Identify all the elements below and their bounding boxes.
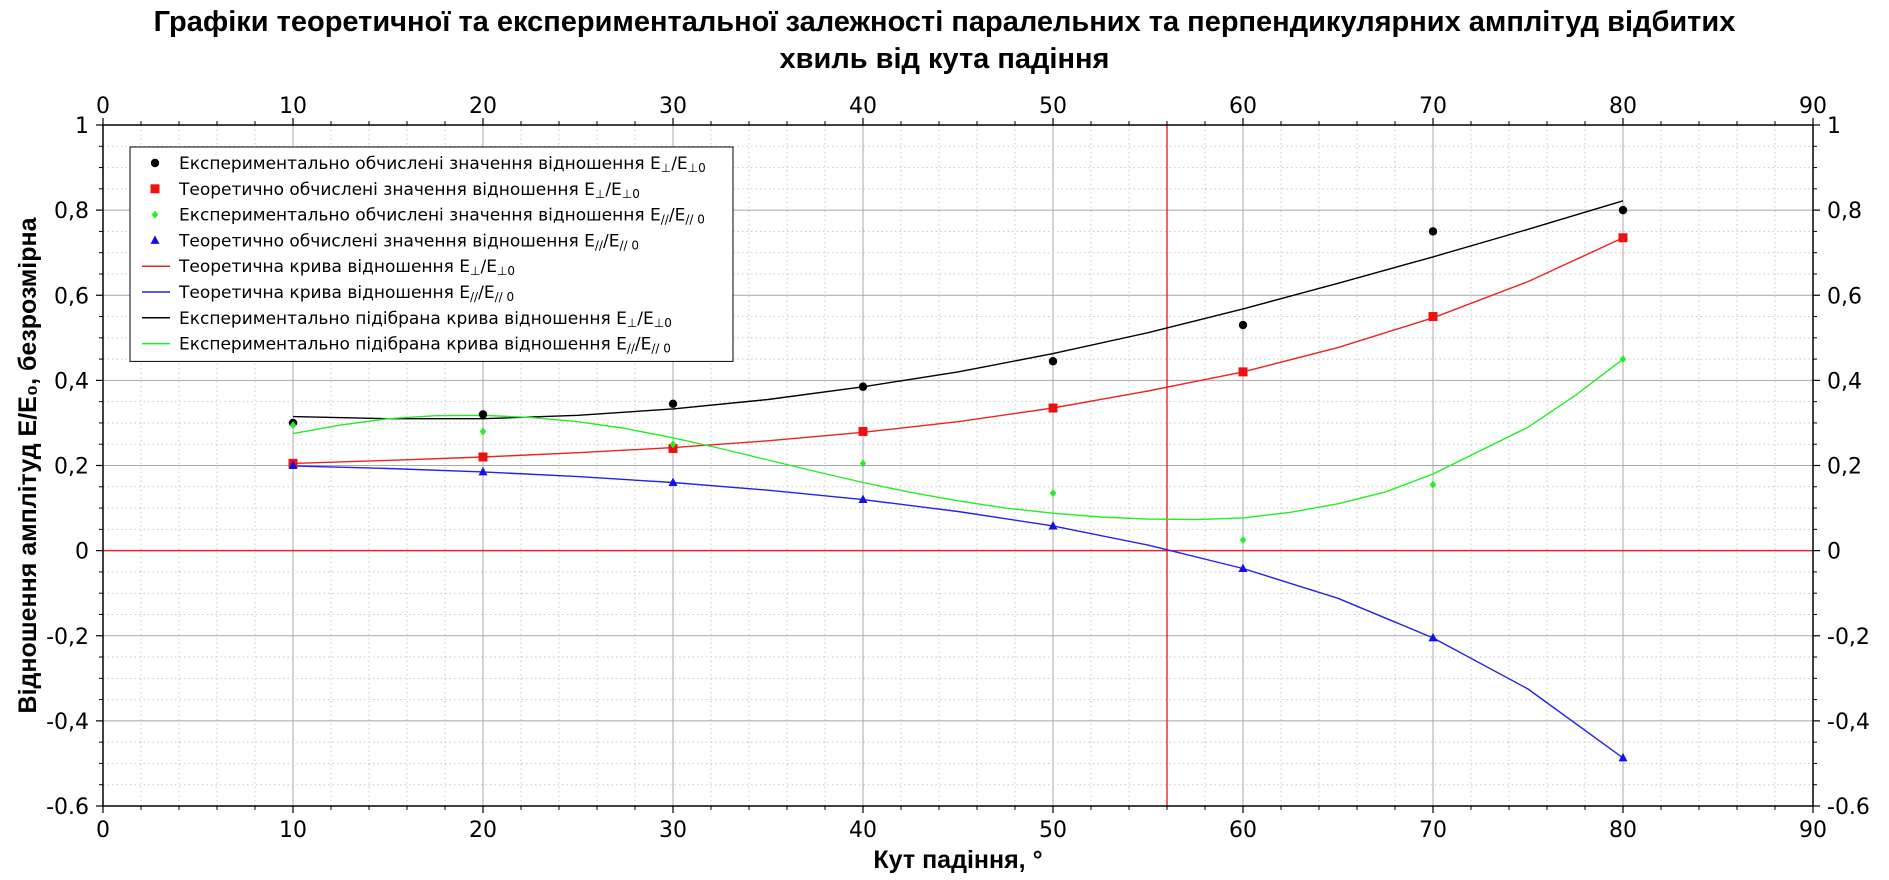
x-tick-label-top: 50: [1039, 94, 1067, 119]
x-tick-label: 80: [1609, 818, 1637, 843]
data-point-circle: [668, 399, 678, 408]
data-point-square: [668, 443, 678, 453]
data-point-circle: [1428, 227, 1438, 236]
y-tick-label-right: 0: [1827, 540, 1841, 565]
legend-label: Теоретична крива відношення E⊥/E⊥0: [178, 257, 515, 278]
x-tick-label-top: 30: [659, 94, 687, 119]
data-point-square: [1048, 403, 1058, 413]
x-tick-label: 60: [1229, 818, 1257, 843]
data-point-diamond: [1619, 355, 1627, 364]
legend-label: Експериментально підібрана крива відноше…: [179, 335, 671, 356]
legend-label: Експериментально підібрана крива відноше…: [179, 309, 672, 330]
y-tick-label-right: 0,6: [1827, 284, 1862, 309]
data-point-square: [478, 452, 488, 462]
y-tick-label: 0,8: [54, 199, 89, 224]
y-tick-label-right: -0.6: [1827, 795, 1870, 820]
data-point-diamond: [669, 440, 677, 449]
legend-label: Теоретична крива відношення E///E// 0: [178, 283, 514, 304]
y-tick-label-right: 0,2: [1827, 455, 1862, 480]
x-tick-label: 10: [279, 818, 307, 843]
data-point-triangle: [858, 494, 868, 504]
legend-label: Теоретично обчислені значення відношення…: [178, 180, 640, 201]
x-tick-label: 0: [96, 818, 110, 843]
grid: [102, 124, 1814, 807]
y-tick-label: -0.6: [46, 795, 89, 820]
data-point-triangle: [1048, 520, 1058, 530]
x-tick-label-top: 70: [1419, 94, 1447, 119]
x-tick-label: 30: [659, 818, 687, 843]
x-tick-label-top: 80: [1609, 94, 1637, 119]
y-tick-label: -0,4: [46, 710, 89, 735]
legend-box: [129, 146, 734, 362]
series-layer: [288, 200, 1628, 762]
data-point-circle: [1618, 205, 1628, 215]
x-tick-label: 70: [1419, 818, 1447, 843]
y-tick-label-right: -0,2: [1827, 625, 1870, 650]
legend-label: Експериментально обчислені значення відн…: [179, 154, 706, 175]
x-tick-label-top: 90: [1799, 94, 1827, 119]
legend-label: Експериментально обчислені значення відн…: [179, 206, 705, 227]
x-tick-label: 50: [1039, 818, 1067, 843]
data-point-triangle: [1238, 563, 1248, 573]
x-tick-label-top: 20: [469, 94, 497, 119]
reference-lines: [103, 125, 1813, 806]
y-tick-label: 0,2: [54, 455, 89, 480]
data-point-diamond: [479, 427, 487, 436]
legend-marker-circle: [150, 158, 160, 168]
y-tick-label: -0,2: [46, 625, 89, 650]
chart-title: Графіки теоретичної та експериментальної…: [0, 4, 1889, 78]
data-point-diamond: [1429, 480, 1437, 489]
y-tick-label: 0,6: [54, 284, 89, 309]
axes: 00101020203030404050506060707080809090-0…: [46, 94, 1870, 843]
data-point-circle: [858, 382, 868, 391]
legend: Експериментально обчислені значення відн…: [129, 146, 734, 362]
x-tick-label-top: 0: [96, 94, 110, 119]
data-point-triangle: [478, 466, 488, 476]
data-point-square: [1618, 233, 1628, 243]
legend-marker-triangle: [150, 235, 160, 244]
x-tick-label: 90: [1799, 818, 1827, 843]
x-tick-label: 20: [469, 818, 497, 843]
data-point-square: [1238, 367, 1248, 377]
series-line-1: [292, 237, 1624, 465]
x-tick-label-top: 40: [849, 94, 877, 119]
y-tick-label: 0,4: [54, 369, 89, 394]
legend-marker-diamond: [151, 210, 159, 219]
data-point-diamond: [1239, 535, 1247, 544]
x-tick-label-top: 60: [1229, 94, 1257, 119]
y-tick-label-right: 0,4: [1827, 369, 1862, 394]
data-point-triangle: [1618, 752, 1628, 762]
data-point-triangle: [668, 477, 678, 487]
chart-title-line-1: Графіки теоретичної та експериментальної…: [153, 6, 1736, 38]
data-point-triangle: [1428, 632, 1438, 642]
y-tick-label-right: 0,8: [1827, 199, 1862, 224]
y-tick-label: 1: [75, 114, 89, 139]
y-tick-label-right: -0,4: [1827, 710, 1870, 735]
legend-label: Теоретично обчислені значення відношення…: [178, 231, 639, 252]
chart-title-line-2: хвиль від кута падіння: [779, 43, 1110, 75]
data-point-square: [858, 426, 868, 436]
y-tick-label-right: 1: [1827, 114, 1841, 139]
data-point-diamond: [289, 421, 297, 430]
data-point-diamond: [1049, 489, 1057, 498]
y-axis-title: Відношення амплітуд E/E₀, безрозмірна: [14, 216, 42, 713]
data-point-diamond: [859, 459, 867, 468]
series-line-3: [292, 200, 1624, 420]
data-point-triangle: [288, 460, 298, 469]
data-point-square: [1428, 312, 1438, 322]
data-point-circle: [1048, 357, 1058, 366]
series-line-4: [292, 358, 1624, 521]
x-tick-label: 40: [849, 818, 877, 843]
x-axis-title: Кут падіння, °: [873, 846, 1042, 874]
legend-marker-square: [150, 184, 160, 194]
x-tick-label-top: 10: [279, 94, 307, 119]
y-tick-label: 0: [75, 540, 89, 565]
data-point-circle: [1238, 320, 1248, 330]
series-line-2: [292, 465, 1624, 759]
data-point-circle: [478, 410, 488, 419]
